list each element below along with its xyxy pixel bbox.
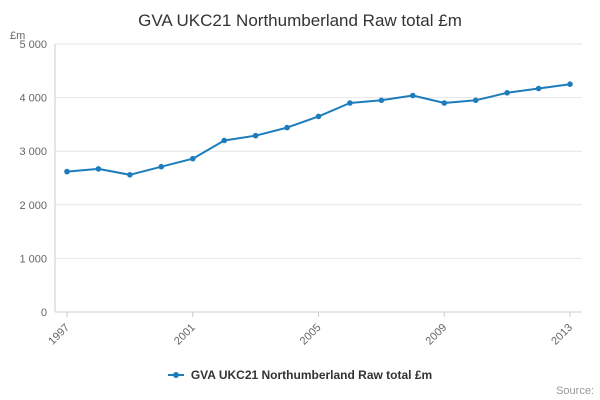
chart-title: GVA UKC21 Northumberland Raw total £m <box>138 11 462 30</box>
y-tick-label: 1 000 <box>19 253 47 265</box>
data-point-marker <box>441 100 448 106</box>
data-point-marker <box>535 85 542 92</box>
x-tick-label: 2009 <box>424 322 450 348</box>
data-point-marker <box>221 137 227 144</box>
x-tick-label: 2013 <box>549 322 575 348</box>
y-tick-label: 2 000 <box>19 200 47 212</box>
legend-line-marker-icon <box>167 372 184 378</box>
y-tick-label: 3 000 <box>19 146 47 158</box>
data-point-marker <box>252 132 259 139</box>
data-point-marker <box>127 172 133 178</box>
data-point-marker <box>315 113 322 120</box>
data-point-marker <box>378 97 385 104</box>
y-tick-label: 5 000 <box>19 39 47 51</box>
data-point-marker <box>284 124 290 131</box>
source-label: Source: <box>556 385 594 397</box>
legend: GVA UKC21 Northumberland Raw total £m <box>0 368 600 382</box>
plot-area: 0 1 000 2 000 3 000 4 000 5 000 1997 2001 2005 20… <box>19 39 582 348</box>
legend-label: GVA UKC21 Northumberland Raw total £m <box>190 368 433 382</box>
y-axis-unit-label: £m <box>10 30 26 42</box>
data-point-marker <box>410 92 416 99</box>
x-tick-label: 2001 <box>172 322 198 348</box>
legend-item[interactable]: GVA UKC21 Northumberland Raw total £m <box>167 368 433 382</box>
y-tick-label: 0 <box>41 307 47 319</box>
data-point-marker <box>347 100 353 106</box>
data-point-marker <box>504 90 510 96</box>
data-point-marker <box>95 166 102 172</box>
data-point-marker <box>567 81 573 87</box>
data-point-marker <box>158 163 165 170</box>
data-point-marker <box>472 97 479 104</box>
x-tick-label: 2005 <box>298 322 324 348</box>
data-point-marker <box>190 155 196 162</box>
data-point-marker <box>64 168 70 175</box>
x-tick-label: 1997 <box>46 322 72 348</box>
y-tick-label: 4 000 <box>19 93 47 105</box>
